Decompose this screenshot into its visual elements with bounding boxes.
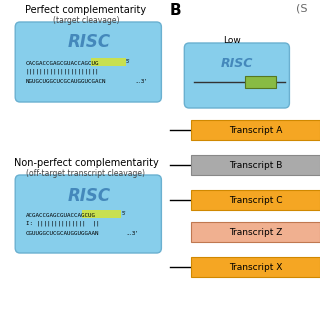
- Text: Low: Low: [223, 36, 241, 45]
- Text: RISC: RISC: [221, 57, 253, 69]
- FancyBboxPatch shape: [191, 190, 320, 210]
- Text: CACGACCGAGCGUACCAGCUG: CACGACCGAGCGUACCAGCUG: [26, 60, 99, 66]
- Text: (target cleavage): (target cleavage): [53, 16, 119, 25]
- Text: RISC: RISC: [67, 33, 110, 51]
- Text: 5': 5': [126, 59, 131, 63]
- Text: Transcript X: Transcript X: [229, 262, 282, 271]
- Text: 5': 5': [121, 211, 126, 215]
- FancyBboxPatch shape: [191, 257, 320, 277]
- Text: B: B: [170, 3, 182, 18]
- Text: ...3': ...3': [126, 230, 137, 236]
- FancyBboxPatch shape: [191, 222, 320, 242]
- Text: ACGACCGAGCGUACCAGCUG: ACGACCGAGCGUACCAGCUG: [26, 212, 96, 218]
- Text: Transcript A: Transcript A: [229, 125, 282, 134]
- Text: RISC: RISC: [67, 187, 110, 205]
- Bar: [92, 58, 126, 66]
- Bar: [245, 76, 276, 88]
- Text: (off-target transcript cleavage): (off-target transcript cleavage): [27, 169, 145, 178]
- Text: Perfect complementarity: Perfect complementarity: [25, 5, 147, 15]
- Text: I: ||||||||||||||  ||: I: |||||||||||||| ||: [26, 220, 99, 226]
- Bar: [82, 210, 121, 218]
- Text: Transcript B: Transcript B: [229, 161, 282, 170]
- FancyBboxPatch shape: [191, 120, 320, 140]
- Text: (S: (S: [296, 3, 308, 13]
- Text: CGUUGGCUCGCAUGGUGGAAN: CGUUGGCUCGCAUGGUGGAAN: [26, 230, 99, 236]
- Text: NGUGCUGGCUCGCAUGGUCGACN: NGUGCUGGCUCGCAUGGUCGACN: [26, 78, 106, 84]
- Text: Non-perfect complementarity: Non-perfect complementarity: [13, 158, 158, 168]
- Text: ...3': ...3': [135, 78, 147, 84]
- Text: |||||||||||||||||||||: |||||||||||||||||||||: [26, 68, 99, 74]
- FancyBboxPatch shape: [15, 22, 161, 102]
- FancyBboxPatch shape: [15, 175, 161, 253]
- FancyBboxPatch shape: [184, 43, 289, 108]
- FancyBboxPatch shape: [191, 155, 320, 175]
- Text: Transcript Z: Transcript Z: [229, 228, 282, 236]
- Text: Transcript C: Transcript C: [229, 196, 282, 204]
